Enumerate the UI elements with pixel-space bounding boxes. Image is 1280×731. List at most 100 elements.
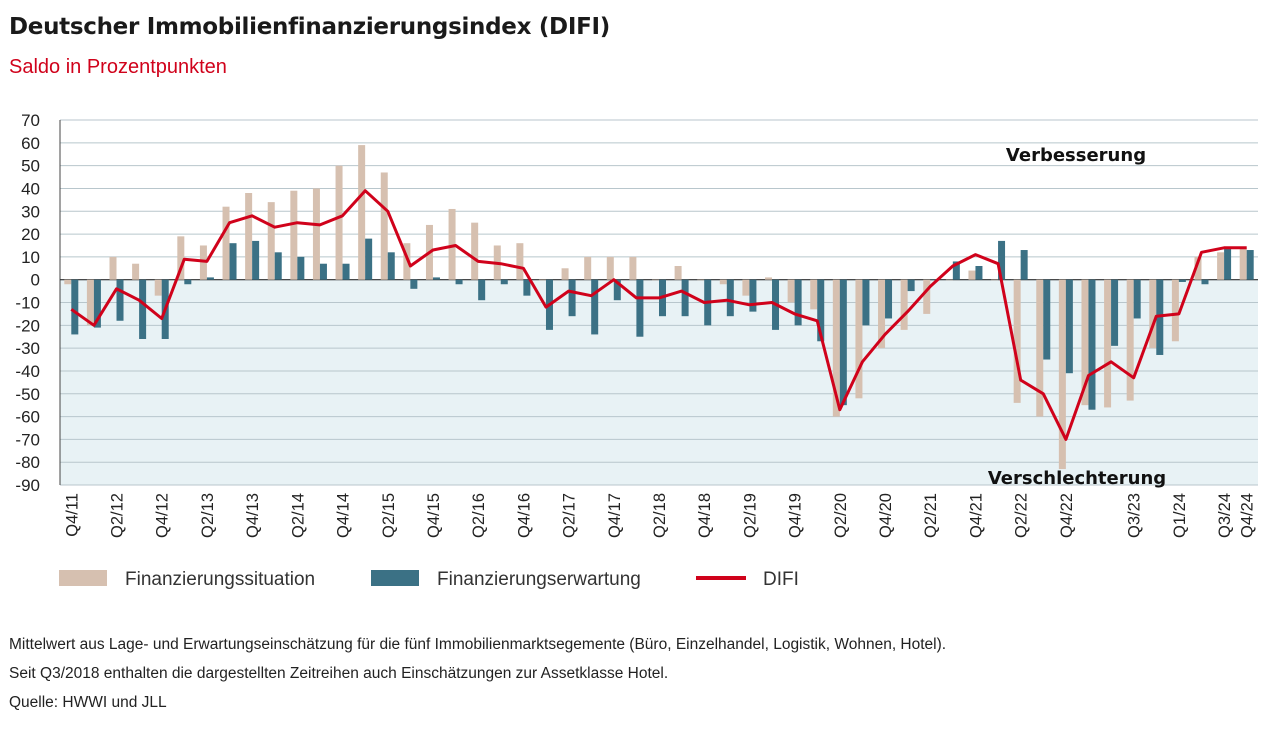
bar-finanzierungssituation: [245, 193, 253, 280]
x-tick-label: Q2/13: [199, 493, 217, 538]
bar-finanzierungssituation: [471, 222, 479, 280]
x-tick-label: Q4/19: [787, 493, 805, 538]
x-tick-label: Q2/16: [470, 493, 488, 538]
bar-finanzierungserwartung: [410, 279, 418, 289]
bar-finanzierungssituation: [290, 190, 298, 280]
bar-finanzierungserwartung: [342, 263, 350, 280]
bar-finanzierungssituation: [1036, 279, 1044, 417]
bar-finanzierungserwartung: [1065, 279, 1073, 374]
bar-finanzierungssituation: [652, 279, 659, 281]
y-tick-label: -90: [15, 476, 40, 495]
bar-finanzierungssituation: [945, 279, 953, 281]
bar-finanzierungserwartung: [1088, 279, 1096, 410]
bar-finanzierungserwartung: [1043, 279, 1051, 360]
bar-finanzierungssituation: [923, 279, 931, 314]
bar-finanzierungssituation: [1126, 279, 1134, 401]
bar-finanzierungserwartung: [365, 238, 373, 280]
legend-label-erwartung: Finanzierungserwartung: [437, 569, 641, 590]
footnote-source: Quelle: HWWI und JLL: [9, 694, 167, 711]
y-tick-label: -40: [15, 362, 40, 381]
y-tick-label: 10: [21, 248, 40, 267]
y-tick-label: -60: [15, 408, 40, 427]
bar-finanzierungserwartung: [206, 277, 214, 280]
bar-finanzierungssituation: [855, 279, 863, 399]
bar-finanzierungserwartung: [500, 279, 508, 285]
bar-finanzierungssituation: [606, 256, 614, 280]
bar-finanzierungserwartung: [252, 240, 260, 280]
bar-finanzierungssituation: [380, 172, 388, 280]
bar-finanzierungserwartung: [681, 279, 689, 317]
bar-finanzierungssituation: [968, 270, 976, 280]
bar-finanzierungserwartung: [1111, 279, 1119, 346]
bar-finanzierungssituation: [1194, 256, 1202, 280]
bar-finanzierungserwartung: [1020, 250, 1028, 280]
bar-finanzierungserwartung: [613, 279, 621, 301]
bar-finanzierungserwartung: [1133, 279, 1141, 319]
y-tick-label: 0: [31, 271, 40, 290]
bar-finanzierungserwartung: [568, 279, 576, 317]
y-tick-label: 60: [21, 134, 40, 153]
x-tick-label: Q2/17: [561, 493, 579, 538]
x-tick-label: Q2/15: [380, 493, 398, 538]
x-tick-label: Q4/24: [1239, 493, 1257, 538]
bar-finanzierungserwartung: [297, 256, 305, 280]
x-tick-label: Q4/17: [606, 493, 624, 538]
bar-finanzierungssituation: [697, 279, 705, 281]
bar-finanzierungssituation: [64, 279, 72, 285]
x-tick-label: Q4/16: [515, 493, 533, 538]
bar-finanzierungssituation: [132, 263, 140, 280]
bar-finanzierungssituation: [448, 208, 456, 280]
y-tick-label: 50: [21, 157, 40, 176]
footnote-1: Mittelwert aus Lage- und Erwartungseinsc…: [9, 636, 947, 653]
x-tick-label: Q4/14: [335, 493, 353, 538]
bar-finanzierungssituation: [177, 236, 185, 280]
bar-finanzierungssituation: [335, 165, 343, 280]
bar-finanzierungserwartung: [432, 277, 440, 280]
bar-finanzierungserwartung: [817, 279, 825, 342]
legend-label-difi: DIFI: [763, 569, 799, 590]
bar-finanzierungserwartung: [930, 279, 938, 281]
x-tick-label: Q2/14: [289, 493, 307, 538]
x-tick-label: Q2/18: [651, 493, 669, 538]
bar-finanzierungserwartung: [862, 279, 870, 326]
x-tick-label: Q4/15: [425, 493, 443, 538]
bar-finanzierungssituation: [199, 245, 207, 280]
bar-finanzierungserwartung: [952, 261, 960, 280]
bar-finanzierungserwartung: [184, 279, 192, 285]
x-tick-label: Q4/20: [877, 493, 895, 538]
x-tick-label: Q4/11: [63, 493, 81, 537]
footnote-2: Seit Q3/2018 enthalten die dargestellten…: [9, 665, 669, 682]
legend-swatch-situation: [59, 570, 107, 586]
bar-finanzierungserwartung: [885, 279, 893, 319]
x-tick-label: Q2/22: [1013, 493, 1031, 538]
y-tick-label: -50: [15, 385, 40, 404]
bar-finanzierungserwartung: [229, 243, 237, 280]
bar-finanzierungssituation: [900, 279, 908, 330]
y-tick-label: -10: [15, 294, 40, 313]
bar-finanzierungserwartung: [636, 279, 644, 337]
bar-finanzierungserwartung: [139, 279, 147, 339]
x-tick-label: Q4/22: [1058, 493, 1076, 538]
y-tick-label: 70: [21, 111, 40, 130]
x-tick-label: Q1/24: [1171, 493, 1189, 538]
bar-finanzierungssituation: [810, 279, 818, 310]
bar-finanzierungssituation: [1217, 252, 1225, 280]
bar-finanzierungssituation: [584, 256, 592, 280]
chart-subtitle: Saldo in Prozentpunkten: [9, 56, 227, 78]
bar-finanzierungserwartung: [71, 279, 79, 335]
x-tick-label: Q4/13: [244, 493, 262, 538]
bar-finanzierungssituation: [312, 188, 320, 280]
bar-finanzierungssituation: [1149, 279, 1157, 349]
x-tick-label: Q4/18: [696, 493, 714, 538]
chart-title: Deutscher Immobilienfinanzierungsindex (…: [9, 14, 610, 40]
bar-finanzierungssituation: [991, 279, 999, 281]
bar-finanzierungssituation: [1171, 279, 1179, 342]
bar-finanzierungserwartung: [726, 279, 734, 317]
bar-finanzierungssituation: [878, 279, 886, 349]
x-tick-label: Q2/21: [922, 493, 940, 538]
bar-finanzierungserwartung: [749, 279, 757, 312]
bar-finanzierungssituation: [1104, 279, 1112, 408]
bar-finanzierungssituation: [1239, 247, 1247, 280]
bar-finanzierungssituation: [1013, 279, 1021, 403]
bar-finanzierungssituation: [154, 279, 162, 296]
